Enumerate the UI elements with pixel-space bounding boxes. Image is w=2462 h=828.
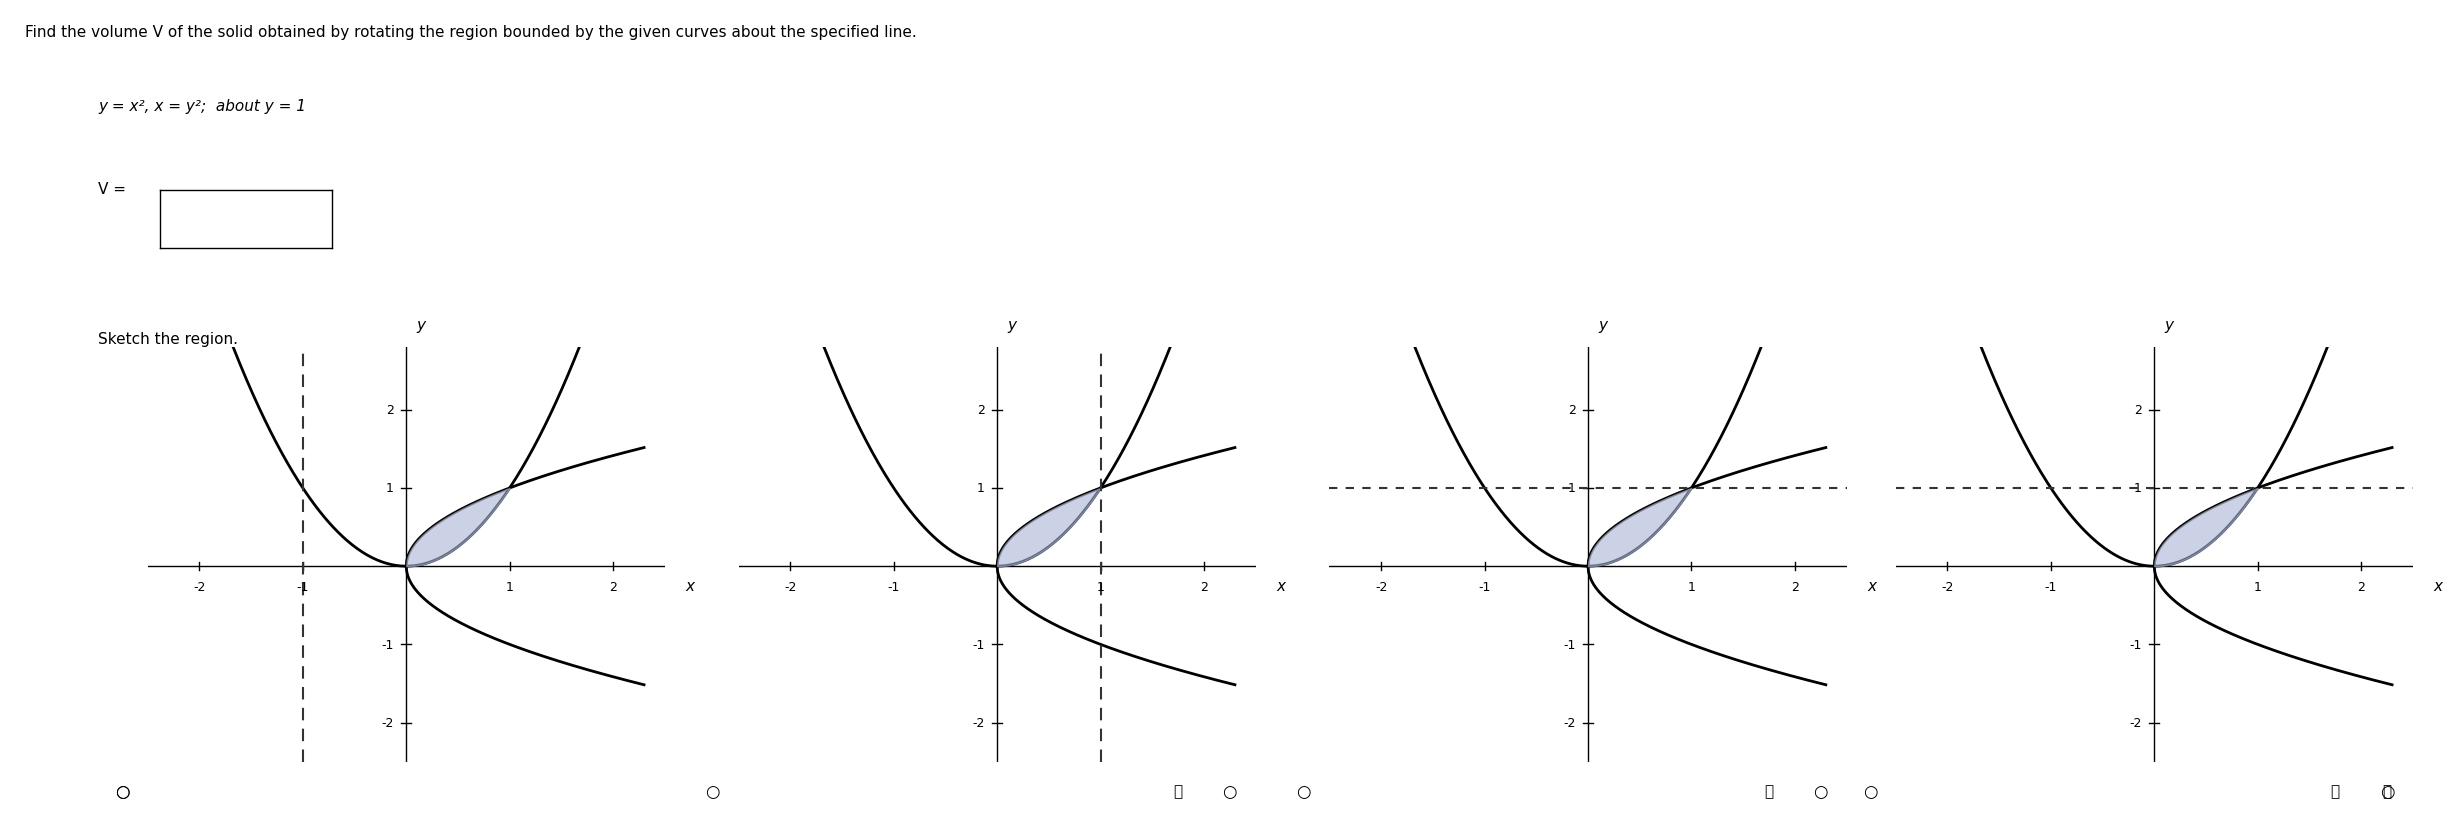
Text: y: y: [2164, 317, 2174, 332]
Text: 1: 1: [505, 580, 515, 594]
Text: 1: 1: [1096, 580, 1105, 594]
Text: 2: 2: [977, 404, 985, 416]
Text: -1: -1: [1477, 580, 1492, 594]
Text: ○: ○: [2381, 782, 2393, 800]
Text: 2: 2: [1568, 404, 1576, 416]
Text: ⓘ: ⓘ: [1174, 783, 1182, 798]
Text: ○: ○: [1297, 782, 1310, 800]
Text: Find the volume V of the solid obtained by rotating the region bounded by the gi: Find the volume V of the solid obtained …: [25, 25, 916, 40]
Text: 1: 1: [1568, 482, 1576, 495]
Text: -1: -1: [886, 580, 901, 594]
Text: 1: 1: [977, 482, 985, 495]
Text: y = x², x = y²;  about y = 1: y = x², x = y²; about y = 1: [98, 99, 305, 114]
Text: -2: -2: [192, 580, 207, 594]
Text: 2: 2: [2135, 404, 2142, 416]
Text: ⓘ: ⓘ: [1765, 783, 1773, 798]
Text: -1: -1: [2130, 638, 2142, 651]
Text: ○: ○: [116, 782, 128, 800]
Text: -2: -2: [1374, 580, 1389, 594]
Text: -1: -1: [1563, 638, 1576, 651]
Text: 2: 2: [608, 580, 618, 594]
Text: y: y: [1598, 317, 1608, 332]
Text: x: x: [2432, 578, 2442, 593]
Text: ○: ○: [1864, 782, 1876, 800]
Text: 1: 1: [2253, 580, 2263, 594]
Text: V =: V =: [98, 182, 126, 197]
Text: -1: -1: [382, 638, 394, 651]
Text: ⓘ: ⓘ: [2332, 783, 2339, 798]
Text: ○: ○: [116, 782, 128, 800]
Text: x: x: [1866, 578, 1876, 593]
Text: ○: ○: [1224, 782, 1236, 800]
Text: -2: -2: [1940, 580, 1955, 594]
Text: 1: 1: [1686, 580, 1696, 594]
Text: -2: -2: [382, 716, 394, 729]
Text: 1: 1: [2135, 482, 2142, 495]
Text: -2: -2: [1563, 716, 1576, 729]
Text: ○: ○: [707, 782, 719, 800]
Text: ○: ○: [1814, 782, 1827, 800]
Text: 1: 1: [387, 482, 394, 495]
Text: -2: -2: [2130, 716, 2142, 729]
Text: -1: -1: [972, 638, 985, 651]
Text: 2: 2: [2356, 580, 2366, 594]
Text: 2: 2: [1199, 580, 1209, 594]
Text: -2: -2: [972, 716, 985, 729]
Text: 2: 2: [387, 404, 394, 416]
Text: x: x: [684, 578, 694, 593]
Text: 2: 2: [1790, 580, 1800, 594]
Text: y: y: [1007, 317, 1017, 332]
Text: -2: -2: [783, 580, 798, 594]
Text: -1: -1: [2043, 580, 2058, 594]
Text: -1: -1: [295, 580, 310, 594]
Text: Sketch the region.: Sketch the region.: [98, 331, 239, 346]
Text: ⓘ: ⓘ: [2383, 783, 2391, 798]
Text: x: x: [1275, 578, 1285, 593]
Text: y: y: [416, 317, 426, 332]
